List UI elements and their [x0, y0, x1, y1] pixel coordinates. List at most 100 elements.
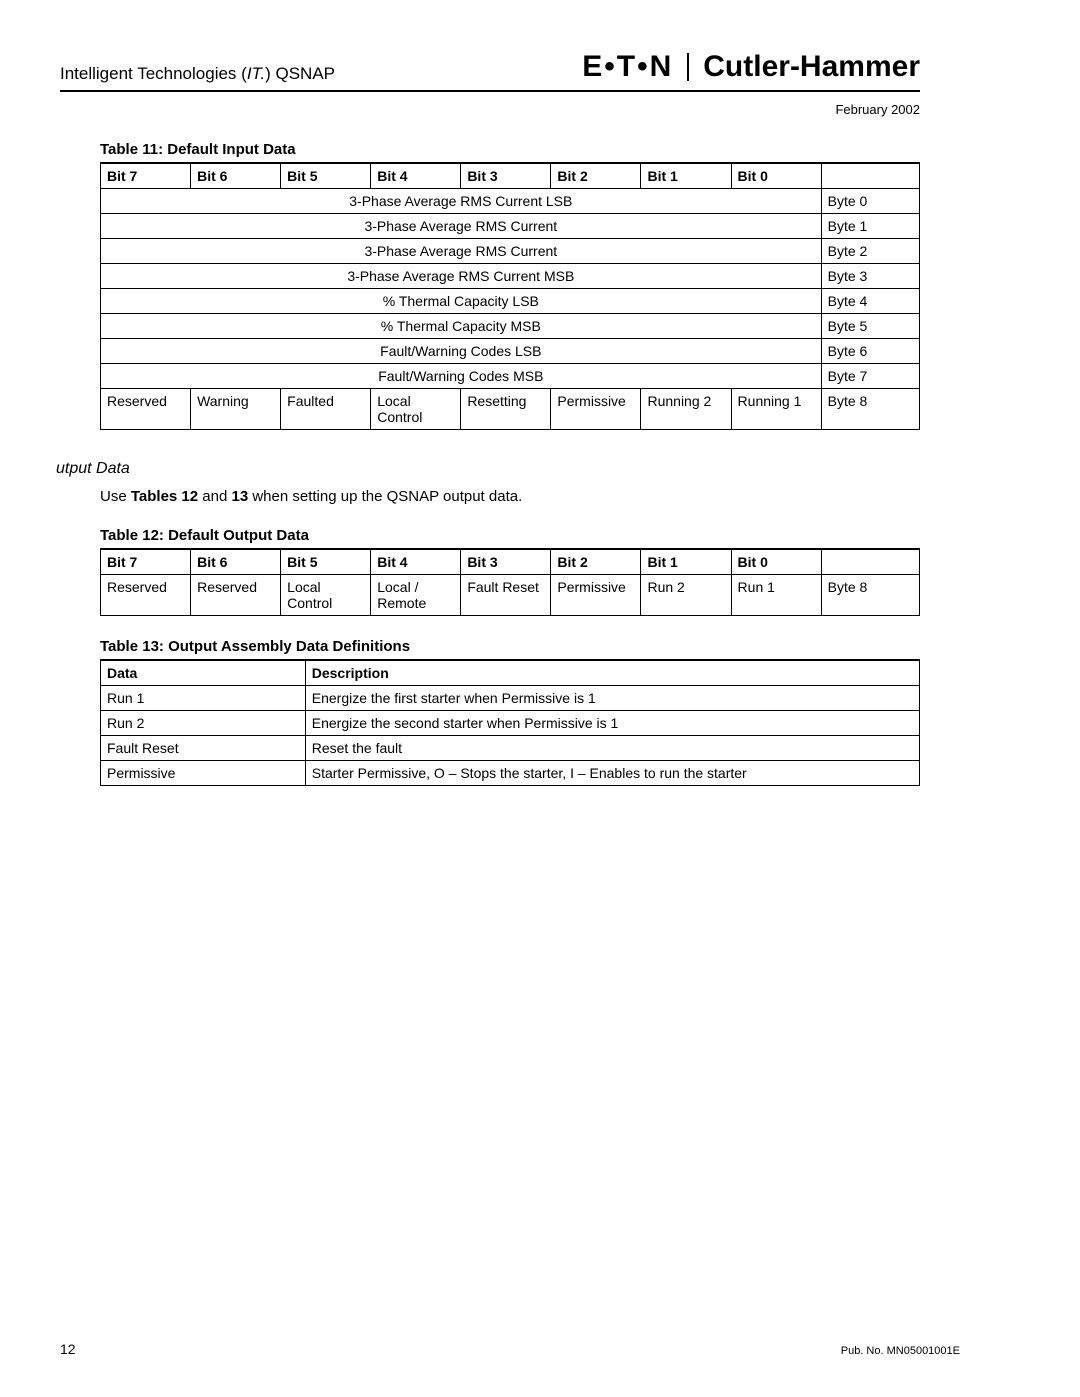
doc-title: Intelligent Technologies (IT.) QSNAP	[60, 64, 335, 84]
table11-span-cell: % Thermal Capacity LSB	[101, 289, 822, 314]
t12-c3: Local / Remote	[371, 575, 461, 616]
table11-h4: Bit 3	[461, 163, 551, 189]
doc-title-suffix: ) QSNAP	[265, 64, 335, 83]
table12-header-row: Bit 7 Bit 6 Bit 5 Bit 4 Bit 3 Bit 2 Bit …	[101, 549, 920, 575]
table11-row: 3-Phase Average RMS CurrentByte 1	[101, 214, 920, 239]
table12-h2: Bit 5	[281, 549, 371, 575]
t12-c2: Local Control	[281, 575, 371, 616]
p-mid: and	[198, 488, 231, 505]
table11-h5: Bit 2	[551, 163, 641, 189]
table11-byte8-cell: Faulted	[281, 389, 371, 430]
table12: Bit 7 Bit 6 Bit 5 Bit 4 Bit 3 Bit 2 Bit …	[100, 548, 920, 616]
table11-h1: Bit 6	[191, 163, 281, 189]
p-post: when setting up the QSNAP output data.	[248, 488, 522, 505]
doc-title-it: IT.	[247, 64, 265, 83]
table13-header-row: Data Description	[101, 660, 920, 686]
page-number: 12	[60, 1341, 76, 1357]
table11-row: 3-Phase Average RMS CurrentByte 2	[101, 239, 920, 264]
table12-row: Reserved Reserved Local Control Local / …	[101, 575, 920, 616]
table12-caption: Table 12: Default Output Data	[100, 527, 920, 544]
t12-c0: Reserved	[101, 575, 191, 616]
table11-h6: Bit 1	[641, 163, 731, 189]
eaton-logo: E•T•N	[582, 50, 673, 84]
table13-cell: Run 1	[101, 686, 306, 711]
table13-cell: Run 2	[101, 711, 306, 736]
table13-row: PermissiveStarter Permissive, O – Stops …	[101, 761, 920, 786]
t12-c6: Run 2	[641, 575, 731, 616]
table12-h8	[821, 549, 919, 575]
table11-byte8-cell: Running 1	[731, 389, 821, 430]
table11-byte8-byte: Byte 8	[821, 389, 919, 430]
table11-h8	[821, 163, 919, 189]
table11-h0: Bit 7	[101, 163, 191, 189]
p-bold1: Tables 12	[131, 488, 198, 505]
table11-byte-cell: Byte 7	[821, 364, 919, 389]
table11-byte8-cell: Running 2	[641, 389, 731, 430]
table11-byte-cell: Byte 1	[821, 214, 919, 239]
t12-c7: Run 1	[731, 575, 821, 616]
table11-byte-cell: Byte 6	[821, 339, 919, 364]
table13-cell: Reset the fault	[305, 736, 919, 761]
table11-span-cell: % Thermal Capacity MSB	[101, 314, 822, 339]
table11-byte-cell: Byte 3	[821, 264, 919, 289]
table11-byte8-cell: Warning	[191, 389, 281, 430]
table11-byte8-cell: Permissive	[551, 389, 641, 430]
p-pre: Use	[100, 488, 131, 505]
table11-header-row: Bit 7 Bit 6 Bit 5 Bit 4 Bit 3 Bit 2 Bit …	[101, 163, 920, 189]
table13-row: Run 2Energize the second starter when Pe…	[101, 711, 920, 736]
table11-byte-cell: Byte 4	[821, 289, 919, 314]
p-bold2: 13	[231, 488, 248, 505]
table13-caption: Table 13: Output Assembly Data Definitio…	[100, 638, 920, 655]
table11-row: % Thermal Capacity MSBByte 5	[101, 314, 920, 339]
table13-row: Run 1Energize the first starter when Per…	[101, 686, 920, 711]
page: Intelligent Technologies (IT.) QSNAP E•T…	[0, 0, 1080, 1397]
table11-span-cell: Fault/Warning Codes LSB	[101, 339, 822, 364]
table11-byte8-cell: Local Control	[371, 389, 461, 430]
table11-byte-cell: Byte 2	[821, 239, 919, 264]
table13: Data Description Run 1Energize the first…	[100, 659, 920, 786]
cutler-hammer-logo: Cutler-Hammer	[703, 50, 920, 84]
table11-span-cell: 3-Phase Average RMS Current MSB	[101, 264, 822, 289]
pub-number: Pub. No. MN05001001E	[841, 1345, 960, 1357]
table12-h0: Bit 7	[101, 549, 191, 575]
brand-divider	[687, 53, 689, 81]
page-header: Intelligent Technologies (IT.) QSNAP E•T…	[60, 50, 920, 92]
table13-cell: Fault Reset	[101, 736, 306, 761]
table12-h1: Bit 6	[191, 549, 281, 575]
table11-h3: Bit 4	[371, 163, 461, 189]
output-data-heading: utput Data	[56, 460, 920, 478]
table11-row: 3-Phase Average RMS Current MSBByte 3	[101, 264, 920, 289]
table11-h7: Bit 0	[731, 163, 821, 189]
content: Table 11: Default Input Data Bit 7 Bit 6…	[100, 141, 920, 786]
table11-byte-cell: Byte 0	[821, 189, 919, 214]
table11-row: Fault/Warning Codes MSBByte 7	[101, 364, 920, 389]
table11-byte8-cell: Resetting	[461, 389, 551, 430]
table13-row: Fault ResetReset the fault	[101, 736, 920, 761]
t12-byte: Byte 8	[821, 575, 919, 616]
table12-h7: Bit 0	[731, 549, 821, 575]
table11-span-cell: 3-Phase Average RMS Current LSB	[101, 189, 822, 214]
table11-caption: Table 11: Default Input Data	[100, 141, 920, 158]
table11-span-cell: 3-Phase Average RMS Current	[101, 214, 822, 239]
table11-span-cell: Fault/Warning Codes MSB	[101, 364, 822, 389]
table11-h2: Bit 5	[281, 163, 371, 189]
table11-byte8-cell: Reserved	[101, 389, 191, 430]
output-data-paragraph: Use Tables 12 and 13 when setting up the…	[100, 488, 920, 505]
table13-cell: Energize the first starter when Permissi…	[305, 686, 919, 711]
table13-h1: Description	[305, 660, 919, 686]
table12-h5: Bit 2	[551, 549, 641, 575]
table12-h3: Bit 4	[371, 549, 461, 575]
table11-span-cell: 3-Phase Average RMS Current	[101, 239, 822, 264]
table13-h0: Data	[101, 660, 306, 686]
doc-title-prefix: Intelligent Technologies (	[60, 64, 247, 83]
t12-c5: Permissive	[551, 575, 641, 616]
t12-c4: Fault Reset	[461, 575, 551, 616]
table11: Bit 7 Bit 6 Bit 5 Bit 4 Bit 3 Bit 2 Bit …	[100, 162, 920, 430]
table13-cell: Starter Permissive, O – Stops the starte…	[305, 761, 919, 786]
t12-c1: Reserved	[191, 575, 281, 616]
header-date: February 2002	[60, 102, 920, 117]
table13-cell: Energize the second starter when Permiss…	[305, 711, 919, 736]
table12-h6: Bit 1	[641, 549, 731, 575]
table11-row: Fault/Warning Codes LSBByte 6	[101, 339, 920, 364]
table11-byte8-row: ReservedWarningFaultedLocal ControlReset…	[101, 389, 920, 430]
